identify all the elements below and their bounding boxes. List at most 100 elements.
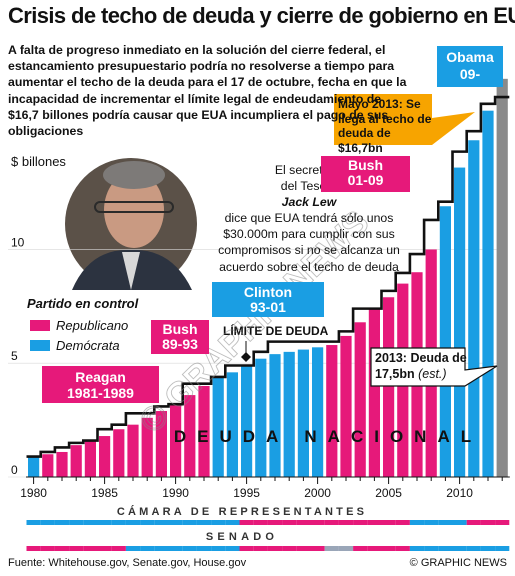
senate-band-2009 [438, 546, 453, 551]
president-obama: Obama 09- [437, 46, 503, 87]
house-band-2001 [324, 520, 339, 525]
bar-1999 [297, 349, 309, 477]
quote-name: Jack Lew [281, 195, 337, 210]
president-bush-sr-years: 89-93 [162, 336, 198, 352]
house-band-2009 [438, 520, 453, 525]
senate-band-2000 [310, 546, 325, 551]
bar-1983 [70, 445, 82, 477]
senate-band-2013 [495, 546, 510, 551]
y-tick-label: 0 [11, 463, 18, 477]
bar-1991 [184, 395, 196, 477]
house-band-2011 [466, 520, 481, 525]
bar-2009 [439, 206, 451, 477]
house-band-1986 [111, 520, 126, 525]
ceiling-line [26, 95, 510, 458]
credit: © GRAPHIC NEWS [409, 557, 507, 569]
house-band-1987 [125, 520, 141, 525]
bar-1982 [56, 451, 68, 477]
ceiling-label: LÍMITE DE DEUDA [223, 323, 329, 338]
ceiling-step-line [26, 95, 510, 458]
house-band-1980 [26, 520, 41, 525]
bar-2004 [368, 308, 380, 477]
house-band-2006 [395, 520, 410, 525]
senate-band-2005 [381, 546, 396, 551]
senate-band-2004 [367, 546, 382, 551]
intro-text: A falta de progreso inmediato en la solu… [8, 43, 407, 139]
ceiling-label-marker [241, 352, 251, 362]
portrait-photo [61, 154, 201, 294]
quote-rest: dice que EUA tendrá sólo unos $30.000m p… [218, 211, 400, 274]
house-band-2010 [452, 520, 467, 525]
president-bush-jr-years: 01-09 [347, 172, 384, 188]
bar-1995 [241, 365, 253, 477]
senate-band-1995 [239, 546, 254, 551]
house-band-1984 [83, 520, 98, 525]
president-bush-sr-name: Bush [162, 321, 198, 337]
bar-2005 [383, 297, 395, 477]
congress-bands [26, 520, 510, 551]
bar-1997 [269, 354, 281, 477]
senate-band-1983 [69, 546, 84, 551]
callout-2013: 2013: Deuda de 17,5bn (est.) [375, 351, 467, 382]
house-band-1993 [211, 520, 226, 525]
president-clinton-years: 93-01 [250, 299, 286, 315]
senate-band-1998 [282, 546, 297, 551]
bar-2013 [496, 78, 508, 478]
house-band-1988 [140, 520, 155, 525]
senate-band-2007 [409, 546, 425, 551]
bar-2012 [482, 110, 494, 477]
x-tick-label-2005: 2005 [375, 486, 402, 500]
x-tick-label-1995: 1995 [233, 486, 260, 500]
debt-label: DEUDA NACIONAL [174, 427, 482, 446]
house-band-1997 [267, 520, 283, 525]
bar-2002 [340, 335, 352, 477]
house-band-1992 [196, 520, 212, 525]
bar-1988 [141, 417, 153, 477]
senate-band-1984 [83, 546, 98, 551]
bar-1980 [28, 456, 40, 477]
president-bush-jr-name: Bush [348, 157, 383, 173]
y-tick-label: 5 [11, 349, 18, 363]
senate-band-2010 [452, 546, 467, 551]
house-band-1989 [154, 520, 169, 525]
source-note: Fuente: Whitehouse.gov, Senate.gov, Hous… [8, 557, 247, 569]
house-band-1991 [182, 520, 197, 525]
president-clinton-name: Clinton [243, 284, 293, 300]
senate-label: SENADO [206, 531, 278, 543]
bar-1989 [155, 411, 167, 477]
bars [28, 78, 508, 478]
bar-1987 [127, 424, 139, 477]
president-reagan: Reagan 1981-1989 [42, 366, 159, 403]
president-obama-years: 09- [459, 66, 481, 82]
senate-band-1993 [211, 546, 226, 551]
senate-band-1992 [196, 546, 212, 551]
senate-band-1994 [225, 546, 240, 551]
bar-1981 [42, 454, 54, 477]
senate-band-2002 [338, 546, 354, 551]
house-band-1999 [296, 520, 311, 525]
bar-1996 [255, 358, 267, 477]
senate-band-1988 [140, 546, 155, 551]
legend-republican: Republicano [30, 318, 128, 333]
callout-2013-text: 2013: Deuda de 17,5bn [375, 351, 467, 381]
president-reagan-years: 1981-1989 [67, 385, 134, 401]
senate-band-1987 [125, 546, 141, 551]
house-band-2012 [480, 520, 496, 525]
house-band-2005 [381, 520, 396, 525]
legend-democrat-swatch [30, 340, 50, 351]
senate-band-1981 [40, 546, 55, 551]
senate-band-1980 [26, 546, 41, 551]
house-band-2007 [409, 520, 425, 525]
house-band-2008 [424, 520, 439, 525]
bar-1993 [212, 376, 224, 477]
bar-1994 [226, 372, 238, 477]
senate-band-2008 [424, 546, 439, 551]
senate-band-1999 [296, 546, 311, 551]
president-reagan-name: Reagan [75, 369, 126, 385]
x-tick-label-1980: 1980 [20, 486, 47, 500]
house-band-1982 [54, 520, 70, 525]
y-axis-unit: $ billones [11, 154, 66, 169]
president-bush-sr: Bush 89-93 [151, 320, 209, 354]
senate-band-1986 [111, 546, 126, 551]
